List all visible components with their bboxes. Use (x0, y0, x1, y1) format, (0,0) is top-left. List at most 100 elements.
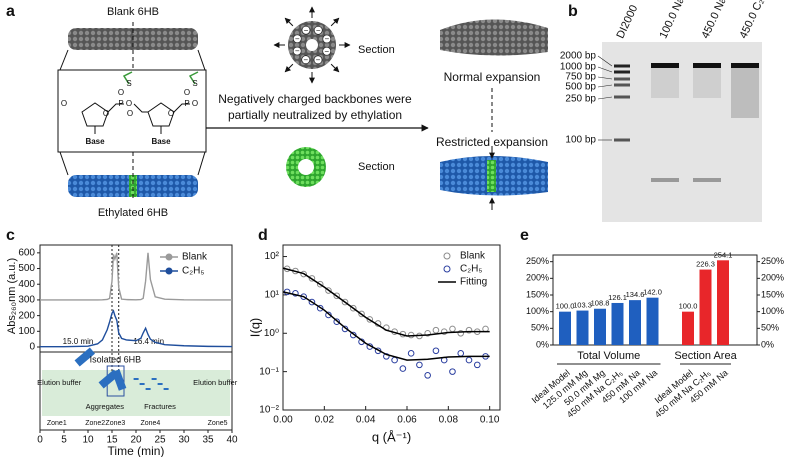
data-point (391, 356, 398, 364)
legend-label: Fitting (460, 277, 487, 288)
charge-symbol: − (295, 34, 300, 43)
section-hole (298, 159, 314, 175)
legend-marker (165, 253, 173, 261)
ethylated-label: Ethylated 6HB (98, 207, 168, 219)
value-label: 108.8 (591, 299, 610, 308)
y-tick-label: 50% (531, 323, 549, 333)
data-point (482, 325, 489, 333)
y2-tick-label: 50% (761, 323, 779, 333)
ladder-band (614, 70, 630, 74)
fracture (139, 383, 145, 385)
y-tick-label: 100% (526, 306, 549, 316)
data-point (325, 287, 332, 294)
data-point (349, 304, 357, 312)
data-point (300, 270, 307, 278)
value-label: 100.0 (556, 302, 575, 311)
y-tick-label: 0 (29, 342, 35, 353)
arrow (284, 17, 294, 27)
data-point (366, 316, 374, 323)
sugar-ring (81, 102, 109, 127)
fracture (157, 383, 163, 385)
connector (197, 151, 206, 176)
charge (313, 25, 323, 35)
plot-frame (282, 244, 501, 411)
atom: S (126, 79, 131, 88)
smear (693, 68, 721, 98)
aggregate (74, 347, 96, 367)
charge (322, 46, 332, 56)
section-label: Section (358, 161, 395, 173)
x-tick-label: 25 (154, 435, 166, 446)
data-point (432, 347, 440, 355)
lane-label: 450.0 C₂H₅ (737, 0, 771, 40)
charge-symbol: − (316, 26, 321, 35)
annotation: Elution buffer (37, 378, 82, 387)
data-point (424, 329, 431, 337)
section-label: Section (358, 44, 395, 56)
connector (59, 151, 69, 176)
legend-label: Blank (460, 251, 486, 262)
legend-marker (443, 252, 451, 260)
legend-label: Blank (182, 252, 208, 263)
data-point (308, 298, 316, 306)
bar (559, 311, 571, 345)
connector (197, 49, 206, 71)
x-tick-label: 0.08 (439, 415, 459, 426)
lower-panel (42, 370, 230, 416)
data-point (473, 361, 481, 369)
band (651, 63, 679, 68)
lane-label: DI2000 (614, 3, 640, 40)
y-tick-label: 0% (536, 339, 549, 349)
charge (313, 55, 323, 65)
atom: P (118, 99, 123, 108)
data-point (399, 365, 407, 372)
fracture (133, 378, 139, 380)
ladder-band (614, 77, 630, 81)
annotation: Isolated 6HB (90, 354, 142, 364)
bar (629, 300, 641, 345)
value-label: 226.3 (696, 260, 715, 269)
x-tick-label: 40 (226, 435, 238, 446)
ladder-tick (597, 55, 613, 67)
x-tick-label: 35 (202, 435, 214, 446)
data-point (383, 353, 390, 360)
charge-symbol: − (304, 26, 309, 35)
zone-label: Zone2 (85, 420, 105, 427)
group-label: Total Volume (577, 350, 640, 362)
x-tick-label: 15 (106, 435, 118, 446)
charge (292, 46, 302, 56)
atom: O (192, 99, 198, 108)
ethyl-group (122, 71, 199, 85)
data-point (457, 329, 465, 337)
fit-curve (282, 291, 490, 361)
ladder-label: 1000 bp (560, 62, 597, 73)
connector (59, 49, 69, 71)
y-axis-label: I(q) (247, 318, 262, 338)
data-point (440, 328, 448, 335)
ladder-label: 250 bp (565, 94, 596, 105)
ethyl-band (487, 160, 496, 192)
y2-tick-label: 200% (761, 273, 784, 283)
normal-label: Normal expansion (444, 70, 541, 84)
data-point (449, 368, 456, 375)
data-point (333, 318, 341, 326)
data-point (333, 292, 341, 300)
annotation: Aggregates (86, 402, 125, 411)
band (731, 63, 759, 68)
y2-tick-label: 100% (761, 306, 784, 316)
ladder-tick (597, 96, 613, 100)
atom: O (61, 99, 67, 108)
x-tick-label: 0.04 (356, 415, 376, 426)
band (693, 178, 721, 182)
data-point (457, 350, 465, 357)
data-point (341, 298, 349, 306)
band (651, 178, 679, 182)
y2-tick-label: 250% (761, 256, 784, 266)
panel-label: e (520, 227, 529, 244)
legend-label: C₂H₅ (460, 264, 482, 275)
series-line (40, 252, 232, 301)
bar (611, 302, 624, 345)
atom: O (184, 88, 190, 97)
ladder-band (614, 64, 630, 68)
